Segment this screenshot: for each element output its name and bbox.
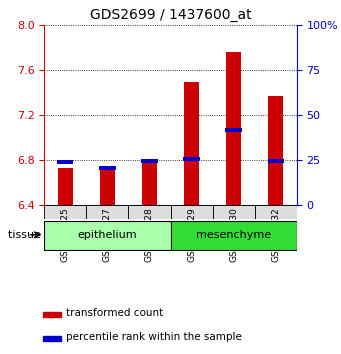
- Text: GSM147125: GSM147125: [61, 207, 70, 262]
- Bar: [99, 166, 116, 170]
- FancyBboxPatch shape: [212, 205, 255, 219]
- Text: GSM147130: GSM147130: [229, 207, 238, 262]
- FancyBboxPatch shape: [86, 205, 129, 219]
- Text: GSM147128: GSM147128: [145, 207, 154, 262]
- Text: GSM147132: GSM147132: [271, 207, 280, 262]
- Text: epithelium: epithelium: [78, 230, 137, 240]
- Text: transformed count: transformed count: [66, 308, 163, 318]
- FancyBboxPatch shape: [170, 205, 212, 219]
- Bar: [58, 168, 73, 205]
- Bar: [183, 157, 199, 161]
- Bar: [43, 312, 61, 317]
- Title: GDS2699 / 1437600_at: GDS2699 / 1437600_at: [90, 8, 251, 22]
- Text: mesenchyme: mesenchyme: [196, 230, 271, 240]
- Bar: [268, 96, 283, 205]
- Bar: [225, 128, 242, 132]
- Bar: [57, 160, 73, 164]
- FancyBboxPatch shape: [44, 205, 86, 219]
- Bar: [268, 159, 284, 163]
- Bar: [142, 159, 158, 163]
- Bar: [184, 82, 199, 205]
- Bar: [226, 52, 241, 205]
- Bar: [100, 170, 115, 205]
- Text: tissue: tissue: [8, 230, 44, 240]
- Text: GSM147127: GSM147127: [103, 207, 112, 262]
- FancyBboxPatch shape: [255, 205, 297, 219]
- FancyBboxPatch shape: [44, 221, 170, 250]
- Text: GSM147129: GSM147129: [187, 207, 196, 262]
- Bar: [142, 161, 157, 205]
- Bar: [43, 336, 61, 341]
- Text: percentile rank within the sample: percentile rank within the sample: [66, 332, 242, 342]
- FancyBboxPatch shape: [170, 221, 297, 250]
- FancyBboxPatch shape: [129, 205, 170, 219]
